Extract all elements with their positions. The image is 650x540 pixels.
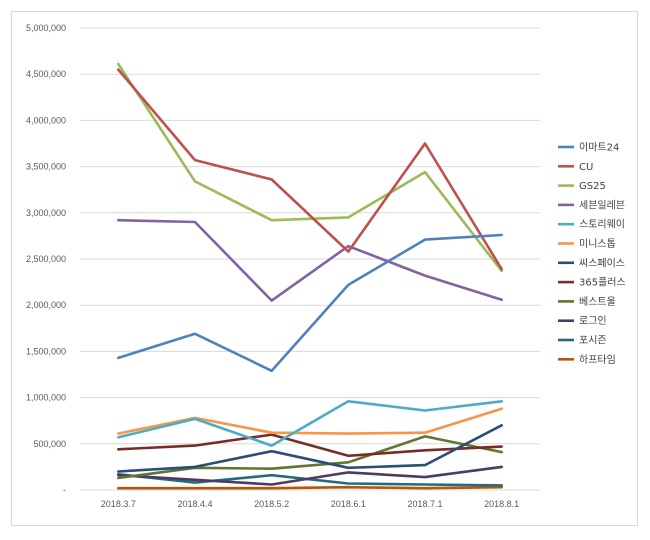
series-line — [117, 68, 504, 271]
x-tick-label: 2018.6.1 — [331, 499, 366, 509]
legend-label: GS25 — [579, 181, 606, 192]
x-axis: 2018.3.7 2018.4.4 2018.5.2 2018.6.1 2018.7.1… — [101, 499, 519, 509]
series-line — [117, 218, 504, 302]
legend-label: 베스트울 — [579, 296, 616, 308]
x-tick-label: 2018.4.4 — [177, 499, 212, 509]
x-tick-label: 2018.8.1 — [484, 499, 519, 509]
y-tick-label: 1,000,000 — [26, 393, 66, 403]
legend-label: 포시즌 — [579, 335, 607, 347]
series-line — [117, 465, 504, 486]
y-tick-label: 2,500,000 — [26, 254, 66, 264]
legend-label: 미니스톱 — [579, 238, 616, 250]
y-tick-label: 2,000,000 — [26, 300, 66, 310]
legend-label: 세븐일레븐 — [579, 199, 625, 211]
legend-label: 이마트24 — [579, 142, 619, 154]
y-axis: - 500,000 1,000,000 1,500,000 2,000,000 2,500… — [26, 23, 66, 495]
legend-label: 씨스페이스 — [579, 257, 625, 269]
y-tick-label: 3,500,000 — [26, 162, 66, 172]
x-tick-label: 2018.7.1 — [407, 499, 442, 509]
chart-frame — [11, 11, 638, 526]
series-line — [117, 423, 504, 473]
legend-label: 로그인 — [579, 315, 607, 327]
series-lines — [117, 62, 504, 490]
series-line — [117, 433, 504, 458]
series-line — [117, 399, 504, 447]
legend-label: CU — [579, 162, 593, 173]
legend-label: 하프타임 — [579, 353, 616, 366]
legend-label: 스토리웨이 — [579, 219, 625, 231]
y-tick-label: 4,000,000 — [26, 115, 66, 125]
legend-label: 365플러스 — [579, 277, 626, 289]
series-line — [117, 233, 504, 373]
y-tick-label: 4,500,000 — [26, 69, 66, 79]
y-tick-label: 1,500,000 — [26, 346, 66, 356]
series-line — [117, 62, 504, 273]
x-tick-label: 2018.5.2 — [254, 499, 289, 509]
series-line — [117, 485, 504, 490]
gridlines — [80, 27, 540, 491]
y-tick-label: 5,000,000 — [26, 23, 66, 33]
x-tick-label: 2018.3.7 — [101, 499, 136, 509]
y-tick-label: - — [63, 485, 66, 495]
y-tick-label: 3,000,000 — [26, 208, 66, 218]
series-line — [117, 407, 504, 435]
y-tick-label: 500,000 — [33, 439, 66, 449]
series-line — [117, 435, 504, 480]
